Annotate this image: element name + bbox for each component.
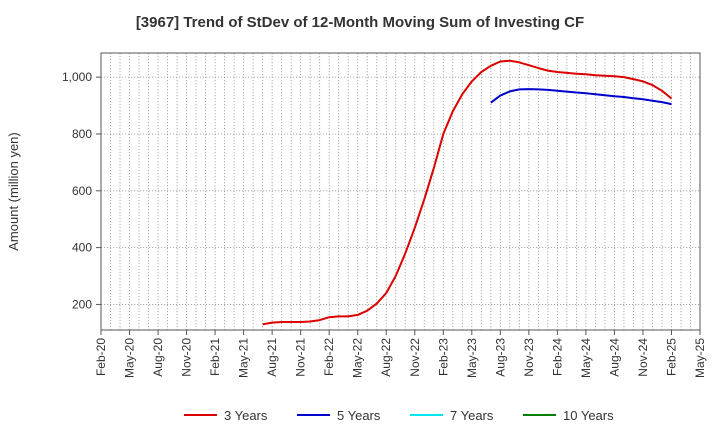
x-tick-label: Aug-21 <box>265 338 279 377</box>
x-tick-label: May-23 <box>465 338 479 378</box>
x-tick-label: May-21 <box>237 338 251 378</box>
x-tick-label: May-25 <box>693 338 707 378</box>
legend-label-7-years: 7 Years <box>450 408 494 423</box>
legend-label-5-years: 5 Years <box>337 408 381 423</box>
y-tick-label: 800 <box>72 127 92 141</box>
x-tick-label: Feb-25 <box>664 338 678 376</box>
y-tick-label: 400 <box>72 241 92 255</box>
x-tick-label: Nov-23 <box>522 338 536 377</box>
x-tick-label: May-24 <box>579 338 593 378</box>
x-tick-label: Aug-24 <box>607 338 621 377</box>
y-tick-label: 1,000 <box>62 70 92 84</box>
x-tick-label: Feb-22 <box>322 338 336 376</box>
legend-label-10-years: 10 Years <box>563 408 614 423</box>
series-line-5-years <box>490 88 672 106</box>
x-axis-ticks: Feb-20 May-20 Aug-20 Nov-20 Feb-21 May-21 Aug-… <box>94 330 707 378</box>
legend: 3 Years 5 Years 7 Years 10 Years <box>184 408 614 423</box>
x-tick-label: Aug-22 <box>379 338 393 377</box>
y-axis-ticks: 200 400 600 800 1,000 <box>62 70 101 311</box>
x-tick-label: Nov-20 <box>180 338 194 377</box>
x-tick-label: May-22 <box>351 338 365 378</box>
y-axis-label: Amount (million yen) <box>6 132 21 251</box>
x-tick-label: May-20 <box>123 338 137 378</box>
x-tick-label: Aug-23 <box>493 338 507 377</box>
series-lines <box>262 59 673 326</box>
legend-label-3-years: 3 Years <box>224 408 268 423</box>
y-tick-label: 200 <box>72 297 92 311</box>
x-tick-label: Nov-22 <box>408 338 422 377</box>
x-tick-label: Aug-20 <box>151 338 165 377</box>
series-line-3-years <box>262 59 673 326</box>
y-tick-label: 600 <box>72 184 92 198</box>
x-tick-label: Nov-21 <box>294 338 308 377</box>
plot-area <box>100 52 701 331</box>
chart-title: [3967] Trend of StDev of 12-Month Moving… <box>135 14 585 31</box>
x-tick-label: Nov-24 <box>636 338 650 377</box>
x-tick-label: Feb-20 <box>94 338 108 376</box>
grid-lines <box>101 53 700 330</box>
x-tick-label: Feb-21 <box>208 338 222 376</box>
x-tick-label: Feb-23 <box>436 338 450 376</box>
x-tick-label: Feb-24 <box>550 338 564 376</box>
